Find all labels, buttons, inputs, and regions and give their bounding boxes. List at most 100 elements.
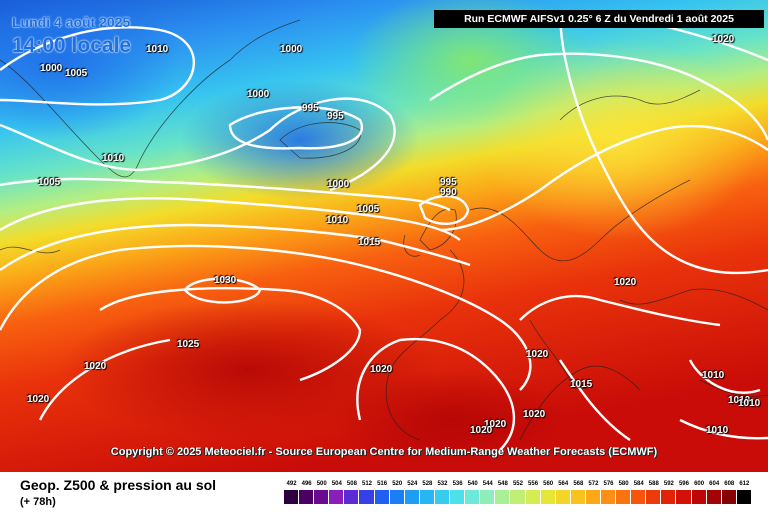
legend-tick-label: 568 <box>573 481 584 487</box>
isobar-label: 1020 <box>712 34 735 45</box>
legend-swatch <box>721 490 737 504</box>
legend-color-bar <box>284 490 752 504</box>
isobar-label: 1010 <box>146 44 169 55</box>
isobar-label: 1000 <box>40 63 63 74</box>
legend-tick-label: 580 <box>618 481 629 487</box>
legend-tick-label: 604 <box>709 481 720 487</box>
legend-tick-label: 532 <box>437 481 448 487</box>
forecast-step: (+ 78h) <box>20 496 56 508</box>
legend-tick-label: 552 <box>512 481 523 487</box>
legend-tick-label: 540 <box>467 481 478 487</box>
legend-tick-label: 544 <box>482 481 493 487</box>
isobar-label: 1015 <box>358 237 381 248</box>
map-footer: Geop. Z500 & pression au sol (+ 78h) 492… <box>0 472 768 512</box>
legend-tick-label: 560 <box>543 481 554 487</box>
legend-tick-label: 524 <box>407 481 418 487</box>
weather-map: Lundi 4 août 2025 14:00 locale Run ECMWF… <box>0 0 768 472</box>
legend-tick-label: 508 <box>346 481 357 487</box>
legend-swatch <box>616 490 632 504</box>
legend-swatch <box>359 490 375 504</box>
legend-swatch <box>631 490 647 504</box>
isobar-label: 990 <box>440 187 457 198</box>
isobar-label: 1000 <box>280 44 303 55</box>
legend-tick-label: 592 <box>663 481 674 487</box>
legend-tick-label: 528 <box>422 481 433 487</box>
legend-swatch <box>419 490 435 504</box>
isobar-label: 1030 <box>214 275 237 286</box>
legend-tick-label: 596 <box>678 481 689 487</box>
isobar-label: 1005 <box>357 204 380 215</box>
legend-tick-label: 516 <box>377 481 388 487</box>
legend-swatch <box>329 490 345 504</box>
legend-swatch <box>299 490 315 504</box>
legend-swatch <box>691 490 707 504</box>
legend-swatch <box>404 490 420 504</box>
legend-swatch <box>555 490 571 504</box>
isobar-label: 1020 <box>27 394 50 405</box>
isobar-label: 1010 <box>326 215 349 226</box>
isobar-label: 1010 <box>702 370 725 381</box>
legend-tick-labels: 492 496 500 504 508 512 516 520 524 528 532 536 540 5… <box>284 481 752 490</box>
isobar-label: 1010 <box>102 153 125 164</box>
legend-swatch <box>480 490 496 504</box>
isobar-label: 1025 <box>177 339 200 350</box>
legend-tick-label: 496 <box>301 481 312 487</box>
color-scale-legend: 492 496 500 504 508 512 516 520 524 528 532 536 540 5… <box>284 481 752 504</box>
legend-swatch <box>344 490 360 504</box>
legend-swatch <box>540 490 556 504</box>
isobar-label: 1015 <box>570 379 593 390</box>
legend-swatch <box>389 490 405 504</box>
legend-tick-label: 576 <box>603 481 614 487</box>
legend-tick-label: 600 <box>694 481 705 487</box>
isobar-label: 995 <box>440 177 457 188</box>
copyright-notice: Copyright © 2025 Meteociel.fr - Source E… <box>110 446 658 458</box>
legend-swatch <box>314 490 330 504</box>
legend-tick-label: 572 <box>588 481 599 487</box>
isobar-label: 1005 <box>38 177 61 188</box>
legend-tick-label: 564 <box>558 481 569 487</box>
isobar-label: 1020 <box>484 419 507 430</box>
legend-tick-label: 588 <box>648 481 659 487</box>
legend-swatch <box>646 490 662 504</box>
coastlines <box>0 19 768 441</box>
forecast-time: 14:00 locale <box>12 34 132 57</box>
legend-tick-label: 584 <box>633 481 644 487</box>
legend-swatch <box>706 490 722 504</box>
isobar-label: 1005 <box>65 68 88 79</box>
legend-swatch <box>510 490 526 504</box>
legend-tick-label: 520 <box>392 481 403 487</box>
legend-swatch <box>495 490 511 504</box>
legend-tick-label: 512 <box>362 481 373 487</box>
legend-tick-label: 548 <box>497 481 508 487</box>
isobar-label: 1020 <box>614 277 637 288</box>
isobar-label: 1000 <box>247 89 270 100</box>
legend-swatch <box>465 490 481 504</box>
legend-tick-label: 492 <box>286 481 297 487</box>
isobar-label: 995 <box>327 111 344 122</box>
legend-swatch <box>525 490 541 504</box>
isobar-label: 1000 <box>327 179 350 190</box>
isobar-label: 1020 <box>523 409 546 420</box>
legend-tick-label: 556 <box>528 481 539 487</box>
isobar-label: 1020 <box>370 364 393 375</box>
parameter-title: Geop. Z500 & pression au sol <box>20 477 217 493</box>
legend-tick-label: 612 <box>739 481 750 487</box>
legend-swatch <box>570 490 586 504</box>
isobar-label: 1010 <box>738 398 761 409</box>
legend-swatch <box>450 490 466 504</box>
legend-swatch <box>374 490 390 504</box>
model-run-banner: Run ECMWF AIFSv1 0.25° 6 Z du Vendredi 1… <box>434 10 764 28</box>
isobar-label: 1010 <box>706 425 729 436</box>
legend-tick-label: 536 <box>452 481 463 487</box>
legend-swatch <box>676 490 692 504</box>
legend-swatch <box>284 490 300 504</box>
isobar-label: 1010 <box>728 395 751 406</box>
isobars <box>0 9 768 451</box>
legend-swatch <box>600 490 617 504</box>
geopotential-field <box>0 0 768 472</box>
legend-tick-label: 608 <box>724 481 735 487</box>
isobar-label: 1020 <box>526 349 549 360</box>
legend-tick-label: 504 <box>331 481 342 487</box>
isobar-label: 995 <box>302 103 319 114</box>
legend-swatch <box>736 490 752 504</box>
